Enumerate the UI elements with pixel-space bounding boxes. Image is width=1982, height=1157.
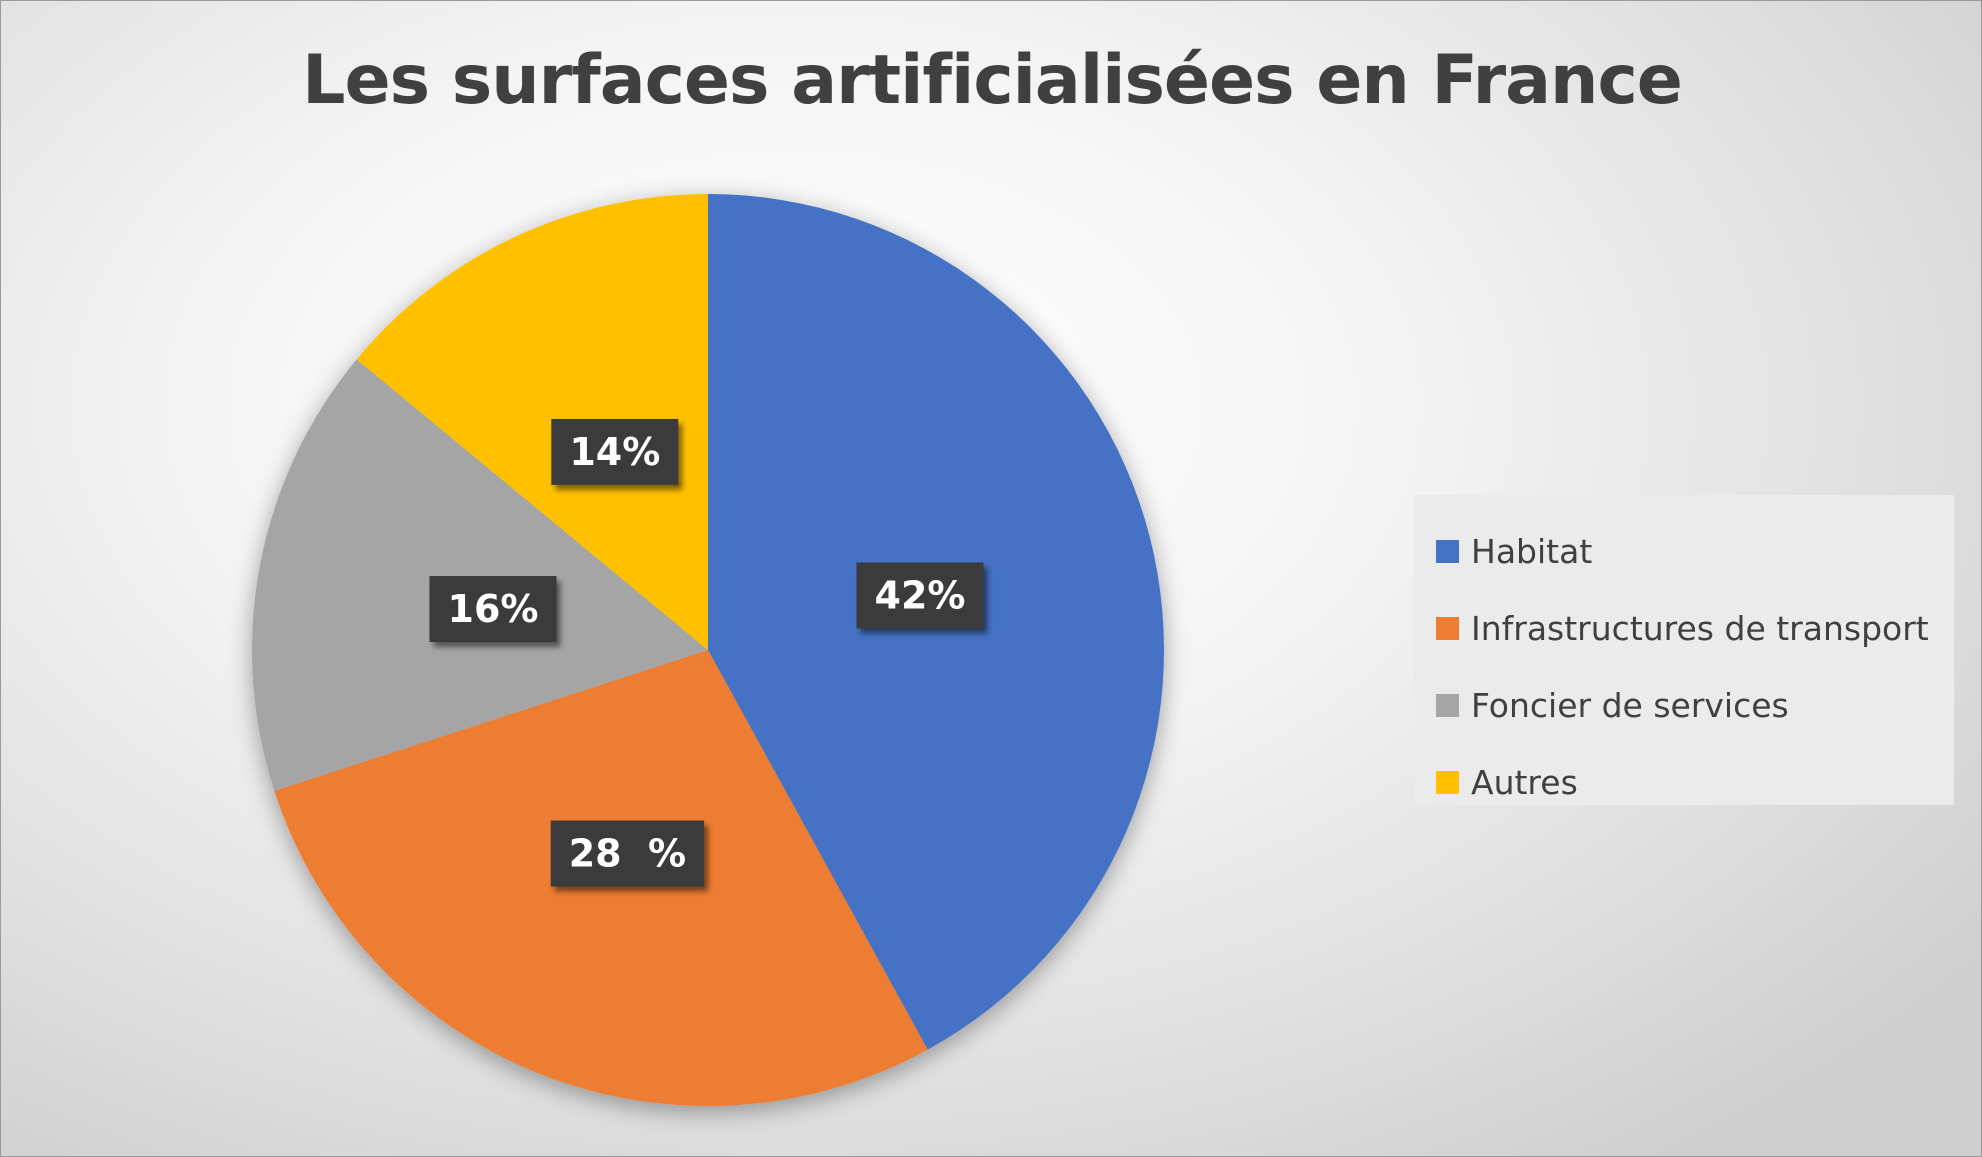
legend-label: Habitat <box>1471 532 1593 571</box>
legend-label: Foncier de services <box>1471 686 1789 725</box>
legend-label: Autres <box>1471 763 1578 802</box>
legend-swatch <box>1436 694 1459 717</box>
data-label-box <box>429 575 557 642</box>
legend-item-autres[interactable]: Autres <box>1436 744 1954 821</box>
legend-item-foncier[interactable]: Foncier de services <box>1436 667 1954 744</box>
data-label-text: 16% <box>448 587 539 631</box>
data-label-text: 28 % <box>569 832 686 876</box>
data-label-box <box>551 418 679 485</box>
legend: Habitat Infrastructures de transport Fon… <box>1414 495 1954 805</box>
pie-slice-foncier-de-services[interactable] <box>252 359 708 791</box>
data-label-text: 42% <box>875 574 966 618</box>
data-label-foncier-de-services: 16% <box>429 575 557 642</box>
legend-swatch <box>1436 771 1459 794</box>
legend-item-infrastructures[interactable]: Infrastructures de transport <box>1436 590 1954 667</box>
chart-title: Les surfaces artificialisées en France <box>302 41 1683 120</box>
data-label-text: 14% <box>569 430 660 474</box>
data-label-box <box>550 820 705 887</box>
data-label-infrastructures-de-transport: 28 % <box>550 820 705 887</box>
data-label-autres: 14% <box>551 418 679 485</box>
legend-swatch <box>1436 540 1459 563</box>
data-label-habitat: 42% <box>856 562 984 629</box>
pie-slice-autres[interactable] <box>356 194 708 650</box>
legend-swatch <box>1436 617 1459 640</box>
legend-label: Infrastructures de transport <box>1471 609 1929 648</box>
legend-item-habitat[interactable]: Habitat <box>1436 513 1954 590</box>
data-label-box <box>856 562 984 629</box>
